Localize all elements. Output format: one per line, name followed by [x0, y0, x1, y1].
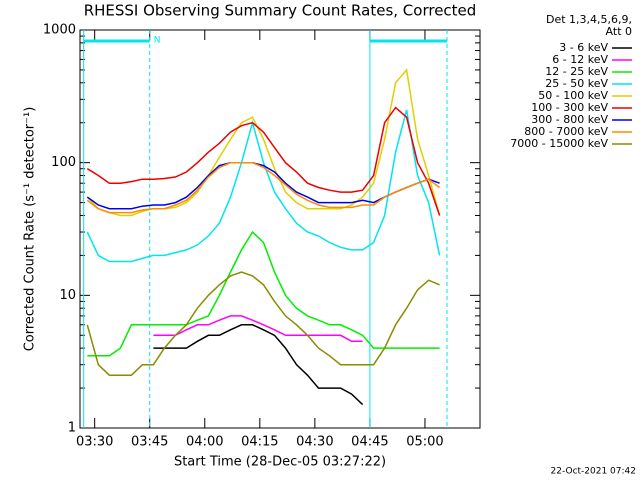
detector-info: Det 1,3,4,5,6,9,: [546, 13, 632, 26]
series-line: [86, 106, 441, 216]
series-line: [86, 68, 441, 217]
series-line: [86, 161, 441, 214]
legend-label: 12 - 25 keV: [545, 65, 608, 78]
footnote: 22-Oct-2021 07:42: [551, 467, 636, 477]
series-line: [153, 315, 363, 343]
plot-frame: [79, 29, 481, 429]
series-line: [86, 109, 441, 263]
legend-label: 6 - 12 keV: [552, 53, 608, 66]
night-label: N: [154, 36, 161, 46]
x-tick-label: 04:15: [241, 435, 278, 450]
y-axis-label: Corrected Count Rate (s⁻¹ detector⁻¹): [23, 107, 38, 352]
legend-label: 800 - 7000 keV: [524, 125, 608, 138]
y-tick-label: 1: [68, 421, 76, 436]
series-line: [87, 230, 440, 357]
legend-label: 7000 - 15000 keV: [510, 137, 608, 150]
x-tick-label: 03:45: [131, 435, 168, 450]
chart-title: RHESSI Observing Summary Count Rates, Co…: [84, 2, 477, 20]
series-line: [153, 324, 364, 406]
x-axis-label: Start Time (28-Dec-05 03:27:22): [174, 455, 386, 470]
x-tick-label: 04:00: [186, 435, 223, 450]
x-tick-label: 03:30: [76, 435, 113, 450]
x-tick-label: 04:30: [296, 435, 333, 450]
legend-label: 300 - 800 keV: [531, 113, 608, 126]
detector-info: Att 0: [606, 25, 632, 38]
y-tick-label: 100: [51, 155, 76, 170]
legend-label: 3 - 6 keV: [559, 41, 608, 54]
y-tick-label: 1000: [43, 23, 76, 38]
legend-label: 100 - 300 keV: [531, 101, 608, 114]
legend-label: 25 - 50 keV: [545, 77, 608, 90]
legend-label: 50 - 100 keV: [538, 89, 608, 102]
y-tick-label: 10: [59, 288, 76, 303]
series-line: [86, 271, 440, 376]
x-tick-label: 05:00: [406, 435, 443, 450]
x-tick-label: 04:45: [351, 435, 388, 450]
